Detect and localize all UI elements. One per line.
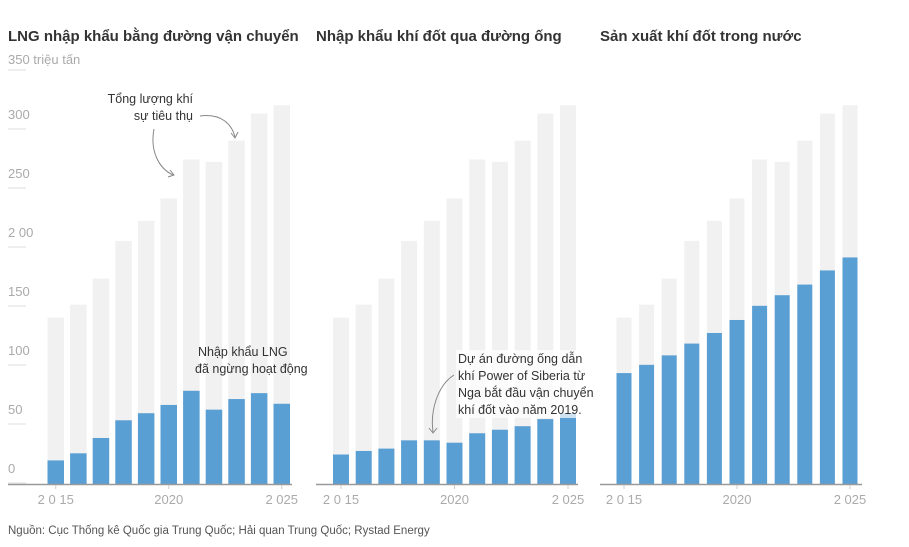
annotation-line: đã ngừng hoạt động xyxy=(195,362,308,376)
bar-value-2021 xyxy=(752,305,768,484)
x-axes: 2 0 15 2020 2 025 2 0 15 2020 2 025 2 0 15 2020… xyxy=(8,483,867,507)
y-tick-label: 250 xyxy=(8,166,30,181)
bar-value-2019 xyxy=(137,413,155,484)
bar-total-2024 xyxy=(250,113,268,484)
arrow-icon xyxy=(152,128,174,176)
bar-total-2022 xyxy=(205,161,223,485)
bar-value-2023 xyxy=(797,284,813,484)
bar-total-2025 xyxy=(273,105,290,484)
y-tick-label: 300 xyxy=(8,107,30,122)
bar-value-2018 xyxy=(401,440,418,484)
bar-value-2025 xyxy=(273,403,290,484)
bar-value-2020 xyxy=(160,404,177,484)
bar-value-2018 xyxy=(684,343,700,484)
arrowhead-icon xyxy=(230,131,239,139)
arrowhead-icon xyxy=(167,169,175,178)
bar-total-2023 xyxy=(228,140,245,484)
bar-value-2024 xyxy=(250,393,268,484)
bar-value-2025 xyxy=(560,413,576,484)
bar-value-2015 xyxy=(47,460,64,484)
panel-title-pipeline: Nhập khẩu khí đốt qua đường ống xyxy=(316,28,562,45)
annotation-line: Dự án đường ống dẫn xyxy=(458,351,582,366)
bar-value-2016 xyxy=(355,450,372,484)
source-note: Nguồn: Cục Thống kê Quốc gia Trung Quốc;… xyxy=(8,525,430,537)
bar-total-2020 xyxy=(446,198,463,484)
bars xyxy=(47,105,858,485)
bar-total-2018 xyxy=(401,240,418,484)
annotation-line: Nga bắt đầu vận chuyển xyxy=(458,385,594,400)
x-tick-label: 2 0 15 xyxy=(323,492,359,507)
arrow-icon xyxy=(431,374,455,433)
bar-value-2021 xyxy=(183,390,200,484)
bar-value-2017 xyxy=(661,355,677,484)
x-tick-label: 2020 xyxy=(154,492,183,507)
bar-value-2020 xyxy=(446,442,463,484)
y-tick-label: 100 xyxy=(8,343,30,358)
arrowhead-icon xyxy=(428,427,438,434)
bar-total-2017 xyxy=(92,278,110,484)
bar-value-2025 xyxy=(842,257,858,484)
bar-value-2021 xyxy=(469,433,486,484)
y-tick-label: 50 xyxy=(8,402,22,417)
bar-value-2018 xyxy=(115,420,132,484)
bar-value-2023 xyxy=(514,426,531,484)
bar-total-2016 xyxy=(70,304,87,484)
bar-value-2024 xyxy=(819,270,835,484)
annotation-line: Nhập khẩu LNG xyxy=(198,345,288,359)
x-tick-label: 2020 xyxy=(440,492,469,507)
bar-total-2017 xyxy=(378,278,395,484)
arrow-icon xyxy=(199,115,236,138)
x-tick-label: 2 0 15 xyxy=(606,492,642,507)
x-tick-label: 2 025 xyxy=(552,492,585,507)
x-tick-label: 2020 xyxy=(723,492,752,507)
annotation-line: sự tiêu thụ xyxy=(134,109,193,123)
y-tick-label: 2 00 xyxy=(8,225,33,240)
y-unit-label: 350 triệu tấn xyxy=(8,52,80,67)
x-tick-label: 2 0 15 xyxy=(38,492,74,507)
bar-total-2016 xyxy=(355,304,372,484)
annotation-line: khí Power of Siberia từ xyxy=(458,369,585,383)
bar-value-2016 xyxy=(70,453,87,484)
bar-value-2019 xyxy=(706,332,722,484)
annotation-line: khí đốt vào năm 2019. xyxy=(458,403,582,417)
x-tick-label: 2 025 xyxy=(834,492,867,507)
bar-value-2023 xyxy=(228,399,245,484)
panel-title-lng: LNG nhập khẩu bằng đường vận chuyển xyxy=(8,27,299,45)
bar-value-2015 xyxy=(333,454,349,484)
y-tick-label: 150 xyxy=(8,284,30,299)
bar-value-2015 xyxy=(616,373,632,484)
bar-value-2020 xyxy=(729,319,745,484)
bar-total-2015 xyxy=(333,317,349,484)
y-tick-label: 0 xyxy=(8,461,15,476)
bar-total-2019 xyxy=(423,220,440,485)
bar-value-2022 xyxy=(774,295,790,484)
bar-value-2019 xyxy=(423,440,440,484)
panel-title-domestic: Sản xuất khí đốt trong nước xyxy=(600,28,802,45)
bar-value-2016 xyxy=(639,364,655,484)
y-axis-ticks: 0 50 100 150 2 00 250 300 xyxy=(8,107,33,484)
annotation-bg xyxy=(456,350,596,418)
annotation-total-consumption: Tổng lượng khí sự tiêu thụ xyxy=(108,92,239,178)
bar-value-2022 xyxy=(205,409,223,484)
x-tick-label: 2 025 xyxy=(265,492,298,507)
annotation-line: Tổng lượng khí xyxy=(108,92,194,106)
bar-value-2024 xyxy=(537,419,554,484)
annotation-power-of-siberia: Dự án đường ống dẫn khí Power of Siberia… xyxy=(428,350,596,434)
bar-value-2017 xyxy=(378,448,395,484)
bar-value-2022 xyxy=(491,429,508,484)
annotation-lng-stopped: Nhập khẩu LNG đã ngừng hoạt động xyxy=(195,345,308,376)
bar-total-2015 xyxy=(47,317,64,484)
bar-value-2017 xyxy=(92,437,110,484)
